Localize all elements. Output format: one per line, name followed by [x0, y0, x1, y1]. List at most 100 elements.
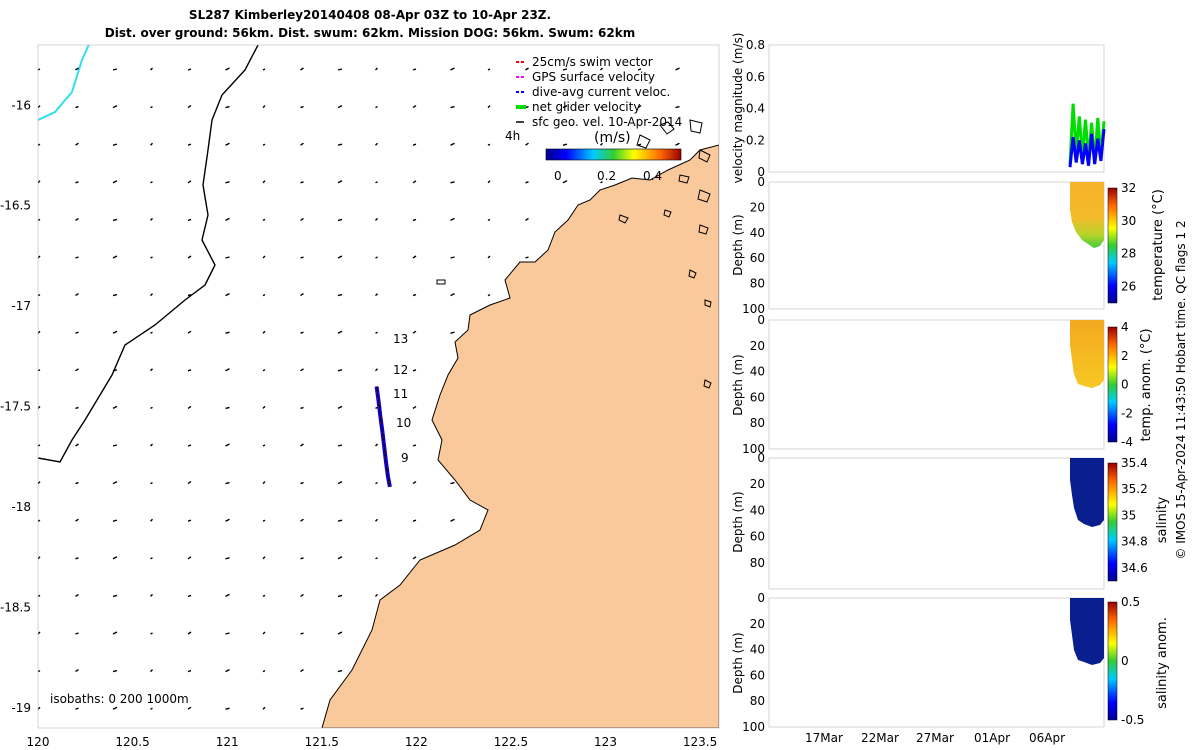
colorbar-tick-3-0: 0.5 [1121, 595, 1140, 609]
sfc-velocity-vector [600, 67, 603, 71]
map-y-tick-1: -16.5 [0, 199, 31, 213]
isobath-1000m-line [38, 45, 259, 463]
sfc-velocity-vector [375, 105, 378, 109]
sfc-velocity-vector [112, 218, 118, 222]
sfc-velocity-vector [150, 557, 153, 560]
salinity-anom-colorbar [1107, 601, 1118, 721]
sfc-velocity-vector [150, 593, 153, 597]
sfc-velocity-vector [337, 519, 343, 522]
day-label-12: 12 [393, 363, 408, 377]
sfc-velocity-vector [225, 331, 230, 334]
sfc-velocity-vector [225, 632, 230, 635]
sfc-velocity-vector [525, 67, 529, 71]
sfc-velocity-vector [75, 593, 79, 597]
sfc-velocity-vector [412, 330, 417, 334]
sfc-velocity-vector [187, 706, 192, 710]
colorbar-tick-1-3: -2 [1121, 406, 1133, 420]
sfc-velocity-vector [187, 594, 192, 598]
sfc-velocity-vector [300, 443, 304, 447]
sfc-velocity-vector [225, 707, 230, 710]
colorbar-tick-0-0: 32 [1121, 181, 1136, 195]
map-y-tick-0: -16 [11, 98, 31, 112]
sfc-velocity-vector [38, 481, 41, 485]
sfc-velocity-vector [487, 293, 491, 297]
sfc-velocity-vector [38, 330, 41, 334]
sfc-velocity-vector [300, 632, 304, 635]
sfc-velocity-vector [525, 256, 529, 259]
sfc-velocity-vector [300, 105, 304, 109]
depth-tick-0-1: 20 [750, 200, 765, 214]
sfc-velocity-vector [337, 556, 343, 560]
depth-tick-3-2: 40 [750, 643, 765, 657]
map-axes: 120 120.5 121 121.5 122 122.5 123 123.5-16-16.5… [0, 44, 720, 749]
depth-tick-1-0: 0 [757, 313, 765, 327]
sfc-velocity-vector [337, 293, 343, 297]
map-y-tick-6: -19 [11, 701, 31, 715]
sfc-velocity-vector [112, 480, 118, 485]
copyright-note: © IMOS 15-Apr-2024 11:43:50 Hobart time.… [1174, 220, 1188, 559]
temperature-colorbar-label: temperature (°C) [1151, 189, 1166, 301]
sfc-velocity-vector [412, 405, 417, 409]
sfc-velocity-vector [562, 104, 568, 109]
colorbar-tick-0-3: 26 [1121, 280, 1136, 294]
sfc-velocity-vector [412, 519, 417, 522]
depth-tick-1-3: 60 [750, 390, 765, 404]
map-y-tick-3: -17.5 [0, 400, 31, 414]
sfc-velocity-vector [600, 142, 603, 146]
sfc-velocity-vector [300, 557, 304, 560]
sfc-velocity-vector [412, 143, 417, 146]
salinity-section [1070, 458, 1104, 527]
map-x-tick-7: 123.5 [683, 735, 717, 749]
time-axis-ticks: 17Mar 22Mar 27Mar 01Apr 06Apr [805, 731, 1065, 745]
sfc-velocity-vector [337, 68, 343, 71]
map-x-tick-5: 122.5 [494, 735, 528, 749]
sfc-velocity-vector [38, 706, 41, 710]
sfc-velocity-vector [187, 556, 192, 560]
sfc-velocity-vector [38, 556, 41, 560]
colorbar-tick-1: 0.2 [597, 169, 616, 183]
sfc-velocity-vector [487, 105, 491, 109]
colorbar-tick-2-0: 35.4 [1121, 456, 1148, 470]
depth-tick-0-3: 60 [750, 251, 765, 265]
colorbar-tick-3-2: -0.5 [1121, 713, 1144, 727]
depth-tick-0-5: 100 [742, 302, 765, 316]
sfc-velocity-vector [525, 217, 529, 221]
sfc-velocity-vector [675, 142, 680, 146]
sfc-velocity-vector [75, 406, 79, 410]
map-y-tick-5: -18.5 [0, 600, 31, 614]
salinity-colorbar-label: salinity [1155, 496, 1170, 543]
sfc-velocity-vector [187, 631, 192, 635]
sfc-velocity-vector [187, 143, 192, 146]
sfc-velocity-vector [262, 180, 266, 184]
sfc-velocity-vector [262, 330, 266, 334]
sfc-velocity-vector [38, 444, 41, 447]
sfc-velocity-vector [487, 218, 491, 222]
map-y-tick-2: -17 [11, 299, 31, 313]
sfc-velocity-vector [337, 405, 343, 410]
depth-tick-2-1: 20 [750, 477, 765, 491]
sfc-velocity-vector [38, 405, 41, 409]
sfc-velocity-vector [562, 143, 568, 146]
velocity-series-0 [1068, 103, 1106, 165]
velocity-y-tick-0: 0 [757, 165, 765, 179]
sfc-velocity-vector [375, 481, 378, 485]
sfc-velocity-vector [150, 217, 153, 221]
chart-title-line-2: Dist. over ground: 56km. Dist. swum: 62k… [104, 26, 636, 40]
temperature-colorbar [1107, 187, 1118, 304]
temp-anom-colorbar-label: temp. anom. (°C) [1139, 328, 1154, 441]
sfc-velocity-vector [300, 181, 304, 184]
velocity-y-ticks: 0 0.2 0.4 0.6 0.8 [746, 38, 765, 179]
map-x-tick-1: 120.5 [115, 735, 149, 749]
depth-tick-2-0: 0 [757, 451, 765, 465]
sfc-velocity-vector [150, 293, 153, 297]
sfc-velocity-vector [337, 444, 343, 447]
sfc-velocity-vector [38, 293, 41, 297]
sfc-velocity-vector [262, 519, 266, 522]
sfc-velocity-vector [187, 180, 192, 184]
depth-tick-0-2: 40 [750, 226, 765, 240]
sfc-velocity-vector [337, 330, 343, 334]
sfc-velocity-vector [412, 293, 417, 297]
sfc-velocity-vector [150, 368, 153, 372]
sfc-velocity-vector [187, 330, 192, 334]
